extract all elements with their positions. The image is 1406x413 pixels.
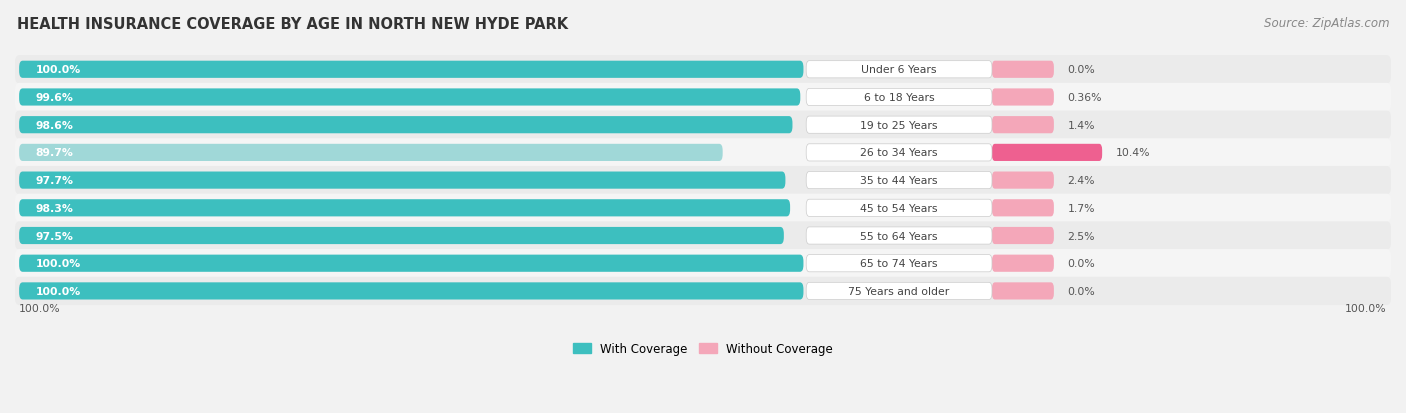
- FancyBboxPatch shape: [15, 56, 1391, 84]
- FancyBboxPatch shape: [993, 282, 1054, 300]
- FancyBboxPatch shape: [20, 89, 800, 106]
- FancyBboxPatch shape: [20, 117, 793, 134]
- FancyBboxPatch shape: [20, 228, 783, 244]
- Text: 55 to 64 Years: 55 to 64 Years: [860, 231, 938, 241]
- FancyBboxPatch shape: [20, 172, 786, 189]
- Text: 100.0%: 100.0%: [35, 259, 82, 268]
- FancyBboxPatch shape: [15, 277, 1391, 305]
- Text: 0.0%: 0.0%: [1067, 65, 1095, 75]
- FancyBboxPatch shape: [806, 200, 993, 217]
- FancyBboxPatch shape: [20, 62, 803, 78]
- FancyBboxPatch shape: [15, 222, 1391, 250]
- FancyBboxPatch shape: [806, 228, 993, 244]
- Text: 19 to 25 Years: 19 to 25 Years: [860, 121, 938, 131]
- FancyBboxPatch shape: [15, 84, 1391, 112]
- FancyBboxPatch shape: [806, 62, 993, 78]
- Text: 2.5%: 2.5%: [1067, 231, 1095, 241]
- FancyBboxPatch shape: [15, 166, 1391, 195]
- Text: 0.0%: 0.0%: [1067, 259, 1095, 268]
- FancyBboxPatch shape: [20, 145, 723, 161]
- Legend: With Coverage, Without Coverage: With Coverage, Without Coverage: [568, 337, 838, 360]
- Text: 1.4%: 1.4%: [1067, 121, 1095, 131]
- Text: 26 to 34 Years: 26 to 34 Years: [860, 148, 938, 158]
- FancyBboxPatch shape: [993, 117, 1054, 134]
- Text: 98.3%: 98.3%: [35, 203, 73, 213]
- FancyBboxPatch shape: [806, 255, 993, 272]
- Text: Source: ZipAtlas.com: Source: ZipAtlas.com: [1264, 17, 1389, 29]
- FancyBboxPatch shape: [15, 139, 1391, 167]
- FancyBboxPatch shape: [993, 89, 1054, 106]
- Text: 0.36%: 0.36%: [1067, 93, 1102, 103]
- FancyBboxPatch shape: [993, 200, 1054, 217]
- FancyBboxPatch shape: [993, 145, 1102, 161]
- FancyBboxPatch shape: [15, 194, 1391, 222]
- FancyBboxPatch shape: [20, 282, 803, 300]
- Text: 97.7%: 97.7%: [35, 176, 73, 186]
- FancyBboxPatch shape: [15, 111, 1391, 140]
- Text: 1.7%: 1.7%: [1067, 203, 1095, 213]
- FancyBboxPatch shape: [806, 282, 993, 300]
- Text: 100.0%: 100.0%: [35, 65, 82, 75]
- FancyBboxPatch shape: [806, 172, 993, 189]
- Text: 75 Years and older: 75 Years and older: [848, 286, 949, 296]
- Text: HEALTH INSURANCE COVERAGE BY AGE IN NORTH NEW HYDE PARK: HEALTH INSURANCE COVERAGE BY AGE IN NORT…: [17, 17, 568, 31]
- Text: 100.0%: 100.0%: [1346, 304, 1386, 313]
- FancyBboxPatch shape: [806, 117, 993, 134]
- Text: 35 to 44 Years: 35 to 44 Years: [860, 176, 938, 186]
- FancyBboxPatch shape: [20, 255, 803, 272]
- Text: 6 to 18 Years: 6 to 18 Years: [863, 93, 935, 103]
- FancyBboxPatch shape: [15, 249, 1391, 278]
- Text: 0.0%: 0.0%: [1067, 286, 1095, 296]
- FancyBboxPatch shape: [993, 255, 1054, 272]
- Text: 100.0%: 100.0%: [20, 304, 60, 313]
- Text: 99.6%: 99.6%: [35, 93, 73, 103]
- Text: 100.0%: 100.0%: [35, 286, 82, 296]
- Text: 10.4%: 10.4%: [1116, 148, 1150, 158]
- Text: 89.7%: 89.7%: [35, 148, 73, 158]
- Text: 2.4%: 2.4%: [1067, 176, 1095, 186]
- FancyBboxPatch shape: [993, 228, 1054, 244]
- FancyBboxPatch shape: [20, 200, 790, 217]
- Text: 97.5%: 97.5%: [35, 231, 73, 241]
- Text: 45 to 54 Years: 45 to 54 Years: [860, 203, 938, 213]
- FancyBboxPatch shape: [806, 145, 993, 161]
- Text: 98.6%: 98.6%: [35, 121, 73, 131]
- Text: Under 6 Years: Under 6 Years: [862, 65, 936, 75]
- FancyBboxPatch shape: [806, 89, 993, 106]
- FancyBboxPatch shape: [993, 172, 1054, 189]
- FancyBboxPatch shape: [993, 62, 1054, 78]
- Text: 65 to 74 Years: 65 to 74 Years: [860, 259, 938, 268]
